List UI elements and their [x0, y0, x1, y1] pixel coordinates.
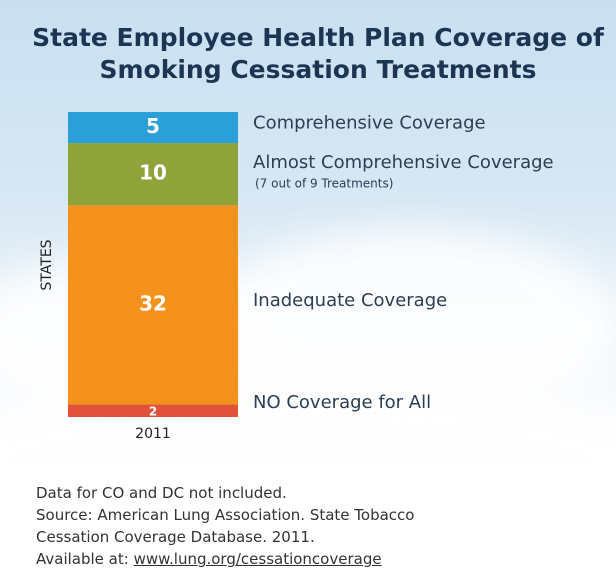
legend-note: (7 out of 9 Treatments): [255, 177, 393, 191]
footnote: Data for CO and DC not included. Source: …: [36, 482, 414, 570]
legend-label: NO Coverage for All: [253, 392, 431, 413]
y-axis-label: STATES: [39, 239, 55, 290]
legend-label: Comprehensive Coverage: [253, 113, 486, 134]
bar-segment: [68, 205, 238, 405]
x-tick-label: 2011: [135, 426, 171, 442]
bar-segment: [68, 143, 238, 206]
chart-title: State Employee Health Plan Coverage of S…: [32, 23, 604, 84]
bar-segment: [68, 404, 238, 417]
footnote-line: Source: American Lung Association. State…: [36, 506, 415, 524]
data-label: 32: [139, 291, 167, 315]
data-label: 5: [146, 114, 160, 138]
source-link[interactable]: www.lung.org/cessationcoverage: [133, 550, 382, 568]
footnote-line: Data for CO and DC not included.: [36, 484, 287, 502]
footnote-line: Available at: www.lung.org/cessationcove…: [36, 550, 382, 568]
legend-label: Inadequate Coverage: [253, 290, 447, 311]
footnote-line: Cessation Coverage Database. 2011.: [36, 528, 315, 546]
bar-segment: [68, 112, 238, 144]
data-label: 2: [149, 404, 157, 418]
data-label: 10: [139, 161, 167, 185]
legend-label: Almost Comprehensive Coverage: [253, 152, 554, 173]
